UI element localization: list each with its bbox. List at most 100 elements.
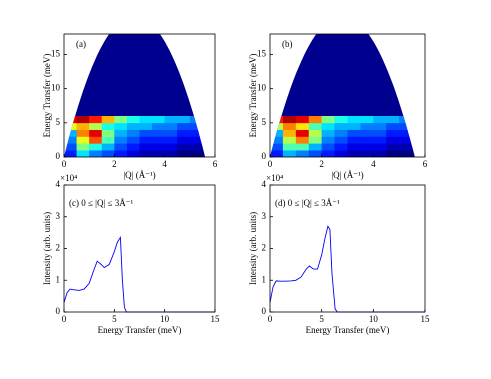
- heatmap-cell: [308, 122, 322, 130]
- heatmap-cell: [282, 136, 297, 144]
- heatmap-cell: [334, 129, 348, 137]
- y-axis-label: Energy Transfer (meV): [248, 54, 258, 138]
- heatmap-cell: [282, 116, 297, 124]
- heatmap-cell: [139, 136, 153, 144]
- x-axis-label: Energy Transfer (meV): [98, 325, 182, 335]
- heatmap-cell: [399, 129, 413, 137]
- heatmap-cell: [412, 116, 415, 124]
- heatmap-cell: [76, 150, 90, 157]
- heatmap-cell: [76, 143, 90, 151]
- heatmap-cell: [101, 143, 115, 151]
- heatmap-cell: [399, 150, 413, 157]
- x-tick-label: 5: [319, 314, 324, 324]
- heatmap-cell: [64, 122, 77, 130]
- heatmap-cell: [76, 116, 90, 124]
- heatmap-cell: [164, 122, 178, 130]
- heatmap-cell: [308, 136, 322, 144]
- heatmap-cell: [114, 129, 128, 137]
- panel-label: (c) 0 ≤ |Q| ≤ 3Å⁻¹: [69, 198, 133, 208]
- x-tick-label: 0: [62, 159, 67, 169]
- heatmap-cell: [321, 116, 335, 124]
- x-tick-label: 2: [112, 159, 117, 169]
- heatmap-cell: [321, 136, 335, 144]
- heatmap-cell: [114, 116, 128, 124]
- y-tick-label: 2: [56, 243, 61, 253]
- x-tick-label: 10: [160, 314, 170, 324]
- heatmap-cell: [399, 143, 413, 151]
- x-tick-label: 15: [211, 314, 221, 324]
- y-tick-label: 2: [262, 243, 267, 253]
- heatmap-cell: [139, 129, 153, 137]
- heatmap-cell: [270, 136, 284, 144]
- heatmap-cell: [373, 150, 387, 157]
- heatmap-cell: [202, 122, 205, 130]
- heatmap-cell: [177, 116, 191, 124]
- heatmap-cell: [412, 143, 415, 151]
- heatmap-cell: [152, 116, 165, 124]
- heatmap-cell: [282, 150, 297, 157]
- x-tick-label: 10: [369, 314, 379, 324]
- y-tick-label: 5: [262, 117, 267, 127]
- heatmap-cell: [177, 136, 191, 144]
- heatmap-cell: [76, 129, 90, 137]
- heatmap-cell: [295, 116, 310, 124]
- heatmap-cell: [347, 143, 361, 151]
- panel: (a) 0 2 4 6 0 5 10 15 |Q| (Å⁻¹) Energy Transfer (m…: [42, 33, 218, 180]
- heatmap-cell: [76, 136, 90, 144]
- x-tick-label: 0: [268, 159, 273, 169]
- heatmap-cell: [308, 116, 322, 124]
- heatmap-cell: [321, 150, 335, 157]
- x-tick-label: 2: [319, 159, 324, 169]
- heatmap-cell: [164, 116, 178, 124]
- heatmap-cell: [101, 136, 115, 144]
- heatmap-cell: [334, 136, 348, 144]
- heatmap-cell: [64, 143, 77, 151]
- heatmap-cell: [126, 129, 140, 137]
- heatmap-cell: [270, 122, 284, 130]
- heatmap-cell: [373, 116, 387, 124]
- heatmap-cell: [373, 129, 387, 137]
- heatmap-cell: [399, 116, 413, 124]
- x-tick-label: 0: [268, 314, 273, 324]
- heatmap-cell: [412, 136, 415, 144]
- x-tick-label: 6: [423, 159, 428, 169]
- y-axis-label: Energy Transfer (meV): [42, 54, 52, 138]
- heatmap-cell: [89, 116, 103, 124]
- heatmap-cell: [386, 150, 400, 157]
- heatmap-cell: [334, 116, 348, 124]
- y-tick-label: 15: [51, 49, 61, 59]
- heatmap-cell: [321, 129, 335, 137]
- y-tick-label: 4: [56, 179, 61, 189]
- heatmap-cell: [321, 122, 335, 130]
- heatmap-cell: [126, 136, 140, 144]
- heatmap-cell: [399, 136, 413, 144]
- heatmap-cell: [76, 122, 90, 130]
- x-tick-label: 6: [213, 159, 218, 169]
- heatmap-cell: [295, 136, 310, 144]
- heatmap-cell: [373, 122, 387, 130]
- y-tick-label: 1: [56, 274, 61, 284]
- y-axis-label: Intensity (arb. units): [248, 212, 258, 285]
- heatmap-cell: [189, 143, 203, 151]
- heatmap-cell: [270, 143, 284, 151]
- y-tick-label: 10: [257, 83, 267, 93]
- heatmap-cell: [360, 143, 374, 151]
- panel-label: (d) 0 ≤ |Q| ≤ 3Å⁻¹: [275, 198, 340, 208]
- heatmap-cell: [139, 122, 153, 130]
- heatmap-cell: [202, 136, 205, 144]
- heatmap-cell: [164, 143, 178, 151]
- heatmap-cell: [347, 116, 361, 124]
- heatmap-cell: [152, 129, 165, 137]
- line: [63, 235, 215, 313]
- y-tick-label: 3: [262, 211, 267, 221]
- heatmap-cell: [347, 129, 361, 137]
- heatmap-cell: [114, 122, 128, 130]
- heatmap-cell: [399, 122, 413, 130]
- heatmap-cell: [89, 150, 103, 157]
- heatmap-cells: [270, 116, 415, 157]
- heatmap-cell: [386, 136, 400, 144]
- heatmap-cells: [64, 116, 205, 157]
- heatmap-cell: [164, 136, 178, 144]
- heatmap-cell: [101, 116, 115, 124]
- heatmap-cell: [64, 129, 77, 137]
